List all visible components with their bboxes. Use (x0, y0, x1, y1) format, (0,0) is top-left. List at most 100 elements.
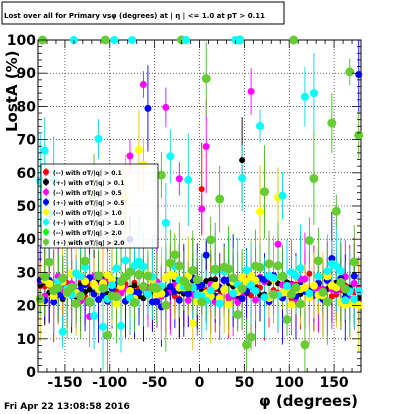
data-point (40, 272, 50, 282)
y-axis-label: LostA (%) (3, 50, 21, 132)
x-axis-label: φ (degrees) (259, 392, 358, 410)
data-point (171, 293, 178, 300)
legend-marker (43, 219, 49, 225)
data-point (112, 264, 121, 273)
data-point (188, 265, 198, 275)
data-point (90, 290, 98, 298)
data-point-top (182, 36, 191, 44)
data-point (282, 315, 292, 325)
data-point (260, 293, 269, 302)
data-point (274, 240, 282, 248)
data-point (67, 282, 77, 292)
legend-box (40, 163, 159, 249)
data-point (45, 279, 54, 288)
data-point (314, 272, 323, 281)
y-tick-label: 70 (17, 133, 37, 149)
x-tick-label: -100 (92, 375, 127, 391)
data-point (183, 282, 193, 292)
x-tick-label: 100 (275, 375, 304, 391)
data-point (90, 311, 99, 320)
data-point (174, 261, 184, 271)
chart-title: Lost over all for Primary vsφ (degrees) … (4, 12, 265, 21)
data-point (161, 300, 171, 310)
data-point (206, 286, 215, 295)
data-point (328, 254, 336, 262)
data-point (94, 271, 104, 281)
y-tick-label: 30 (17, 265, 37, 281)
data-point (161, 218, 170, 227)
data-point (273, 261, 283, 271)
legend-marker (43, 199, 49, 205)
timestamp: Fri Apr 22 13:08:58 2016 (4, 402, 130, 412)
data-point (340, 284, 350, 294)
data-point (304, 236, 314, 246)
data-point (296, 264, 305, 273)
data-point (198, 186, 205, 193)
data-point (40, 146, 49, 155)
data-point (76, 291, 86, 301)
data-point (166, 152, 175, 161)
data-point (318, 287, 328, 297)
data-point (201, 74, 211, 84)
data-point (175, 175, 183, 183)
data-point (198, 281, 206, 289)
data-point (156, 170, 166, 180)
y-tick-label: 20 (17, 299, 37, 315)
data-point (126, 152, 134, 160)
data-point (246, 332, 256, 342)
legend-label: (--) with σT/|q| > 0.1 (53, 170, 122, 177)
data-point (291, 272, 300, 281)
data-point (224, 264, 234, 274)
data-point (170, 250, 180, 260)
data-point (220, 285, 229, 294)
y-tick-label: 0 (26, 365, 36, 381)
data-point (248, 292, 255, 299)
data-point (349, 257, 359, 267)
data-point (44, 257, 54, 267)
legend-label: (+-) with σT/|q| > 0.5 (53, 200, 124, 207)
data-point (94, 134, 103, 143)
data-point (323, 267, 332, 276)
data-point-top (110, 36, 119, 44)
data-point (264, 259, 274, 269)
data-point (206, 235, 216, 245)
data-point (202, 143, 210, 151)
data-point (301, 275, 309, 283)
data-point (354, 130, 364, 140)
y-tick-label: 50 (17, 199, 37, 215)
data-point (152, 283, 162, 293)
y-tick-label: 10 (17, 332, 37, 348)
data-point (233, 310, 243, 320)
data-point (237, 284, 247, 294)
data-point (277, 271, 287, 281)
data-point (256, 207, 265, 216)
legend-label: (+-) with σT/|q| > 2.0 (53, 240, 124, 247)
data-point (247, 281, 256, 290)
data-point (98, 283, 108, 293)
data-point (86, 286, 93, 293)
data-point (354, 286, 363, 295)
data-point (116, 321, 125, 330)
data-point (313, 256, 323, 266)
data-point (134, 145, 143, 154)
data-point (144, 104, 152, 112)
legend-label: (+-) with σT/|q| > 1.0 (53, 220, 124, 227)
data-point (278, 191, 287, 200)
legend-marker (43, 189, 49, 195)
data-point-top (100, 35, 110, 45)
data-point (121, 256, 130, 265)
data-point (309, 173, 319, 183)
legend-marker (43, 179, 49, 185)
data-point (165, 258, 175, 268)
legend-label: (+-) with σT/|q| > 0.1 (53, 180, 124, 187)
data-point (295, 299, 305, 309)
data-point (139, 262, 148, 271)
data-point-top (128, 36, 137, 44)
data-point (143, 290, 152, 299)
legend-marker (43, 169, 49, 175)
data-point (135, 288, 143, 296)
y-tick-label: 90 (17, 66, 37, 82)
legend-marker (43, 229, 49, 235)
legend-marker (43, 239, 49, 245)
